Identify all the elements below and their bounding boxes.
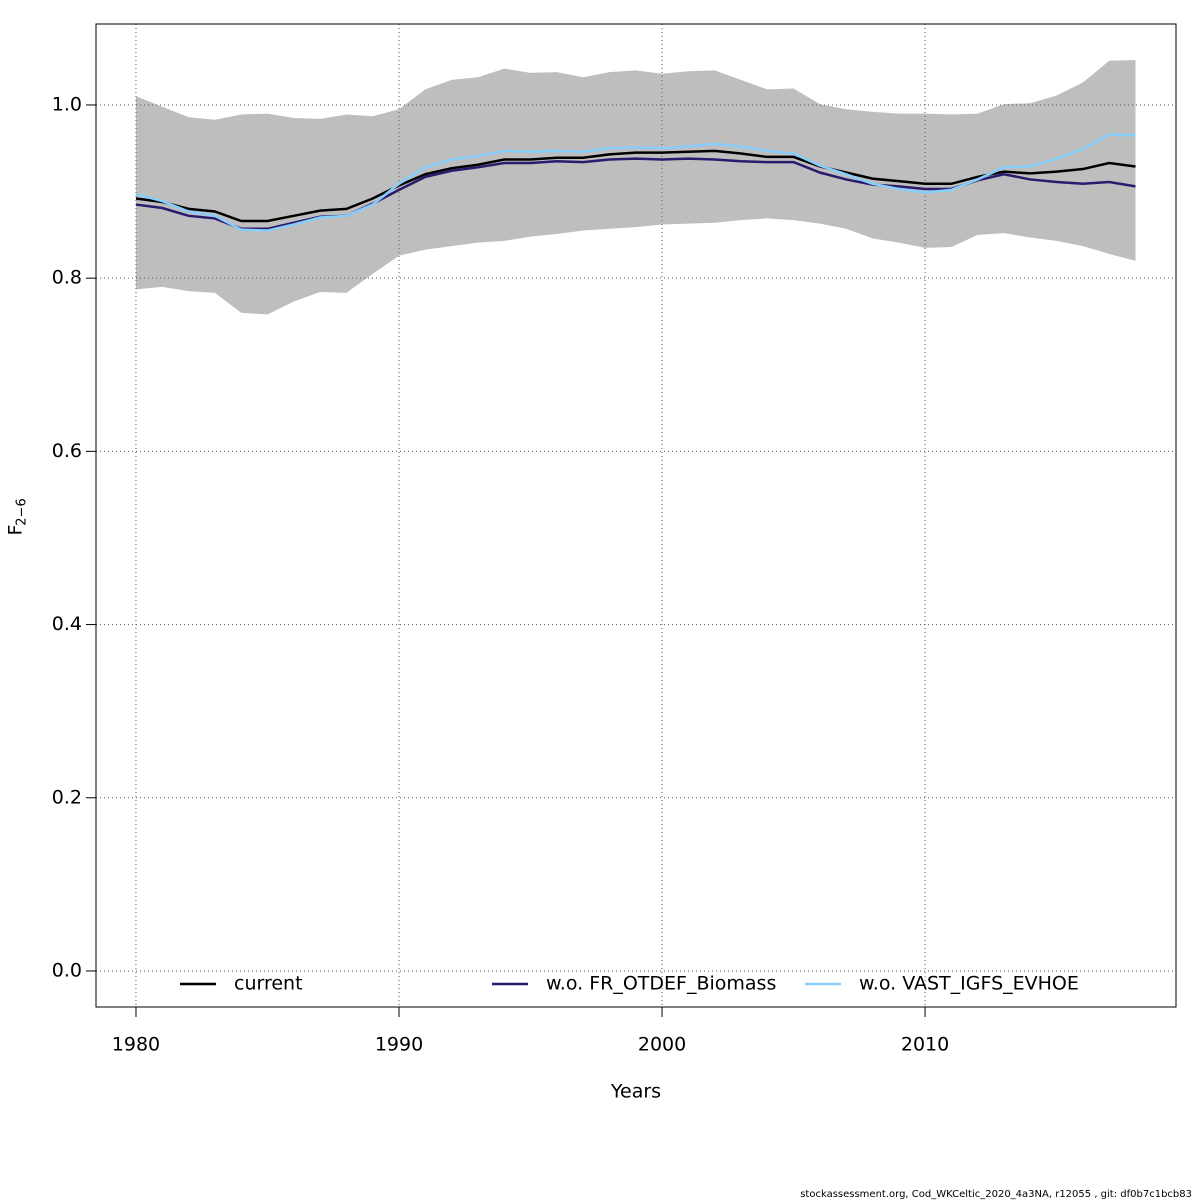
y-tick-label: 0.8 — [52, 267, 82, 289]
y-tick-label: 0.6 — [52, 440, 82, 462]
legend-label: w.o. VAST_IGFS_EVHOE — [859, 973, 1079, 995]
y-axis-label: F 2−6 — [5, 498, 30, 535]
legend-label: w.o. FR_OTDEF_Biomass — [546, 973, 776, 995]
y-tick-label: 0.4 — [52, 613, 82, 635]
plot-frame — [95, 23, 1177, 1008]
legend-label: current — [234, 973, 303, 995]
y-label-main: F — [5, 525, 27, 536]
x-tick-label: 1980 — [112, 1034, 160, 1056]
x-tick-label: 2000 — [638, 1034, 686, 1056]
x-tick-label: 1990 — [375, 1034, 423, 1056]
footer: stockassessment.org, Cod_WKCeltic_2020_4… — [800, 1189, 1192, 1200]
x-axis-label: Years — [610, 1081, 661, 1103]
y-tick-label: 0.2 — [52, 786, 82, 808]
y-tick-label: 0.0 — [52, 959, 82, 981]
series-line — [135, 149, 1136, 223]
y-tick-label: 1.0 — [52, 93, 82, 115]
confidence-band — [135, 59, 1136, 315]
x-tick-label: 2010 — [901, 1034, 949, 1056]
y-label-sub: 2−6 — [15, 498, 30, 525]
series-line — [135, 133, 1136, 232]
